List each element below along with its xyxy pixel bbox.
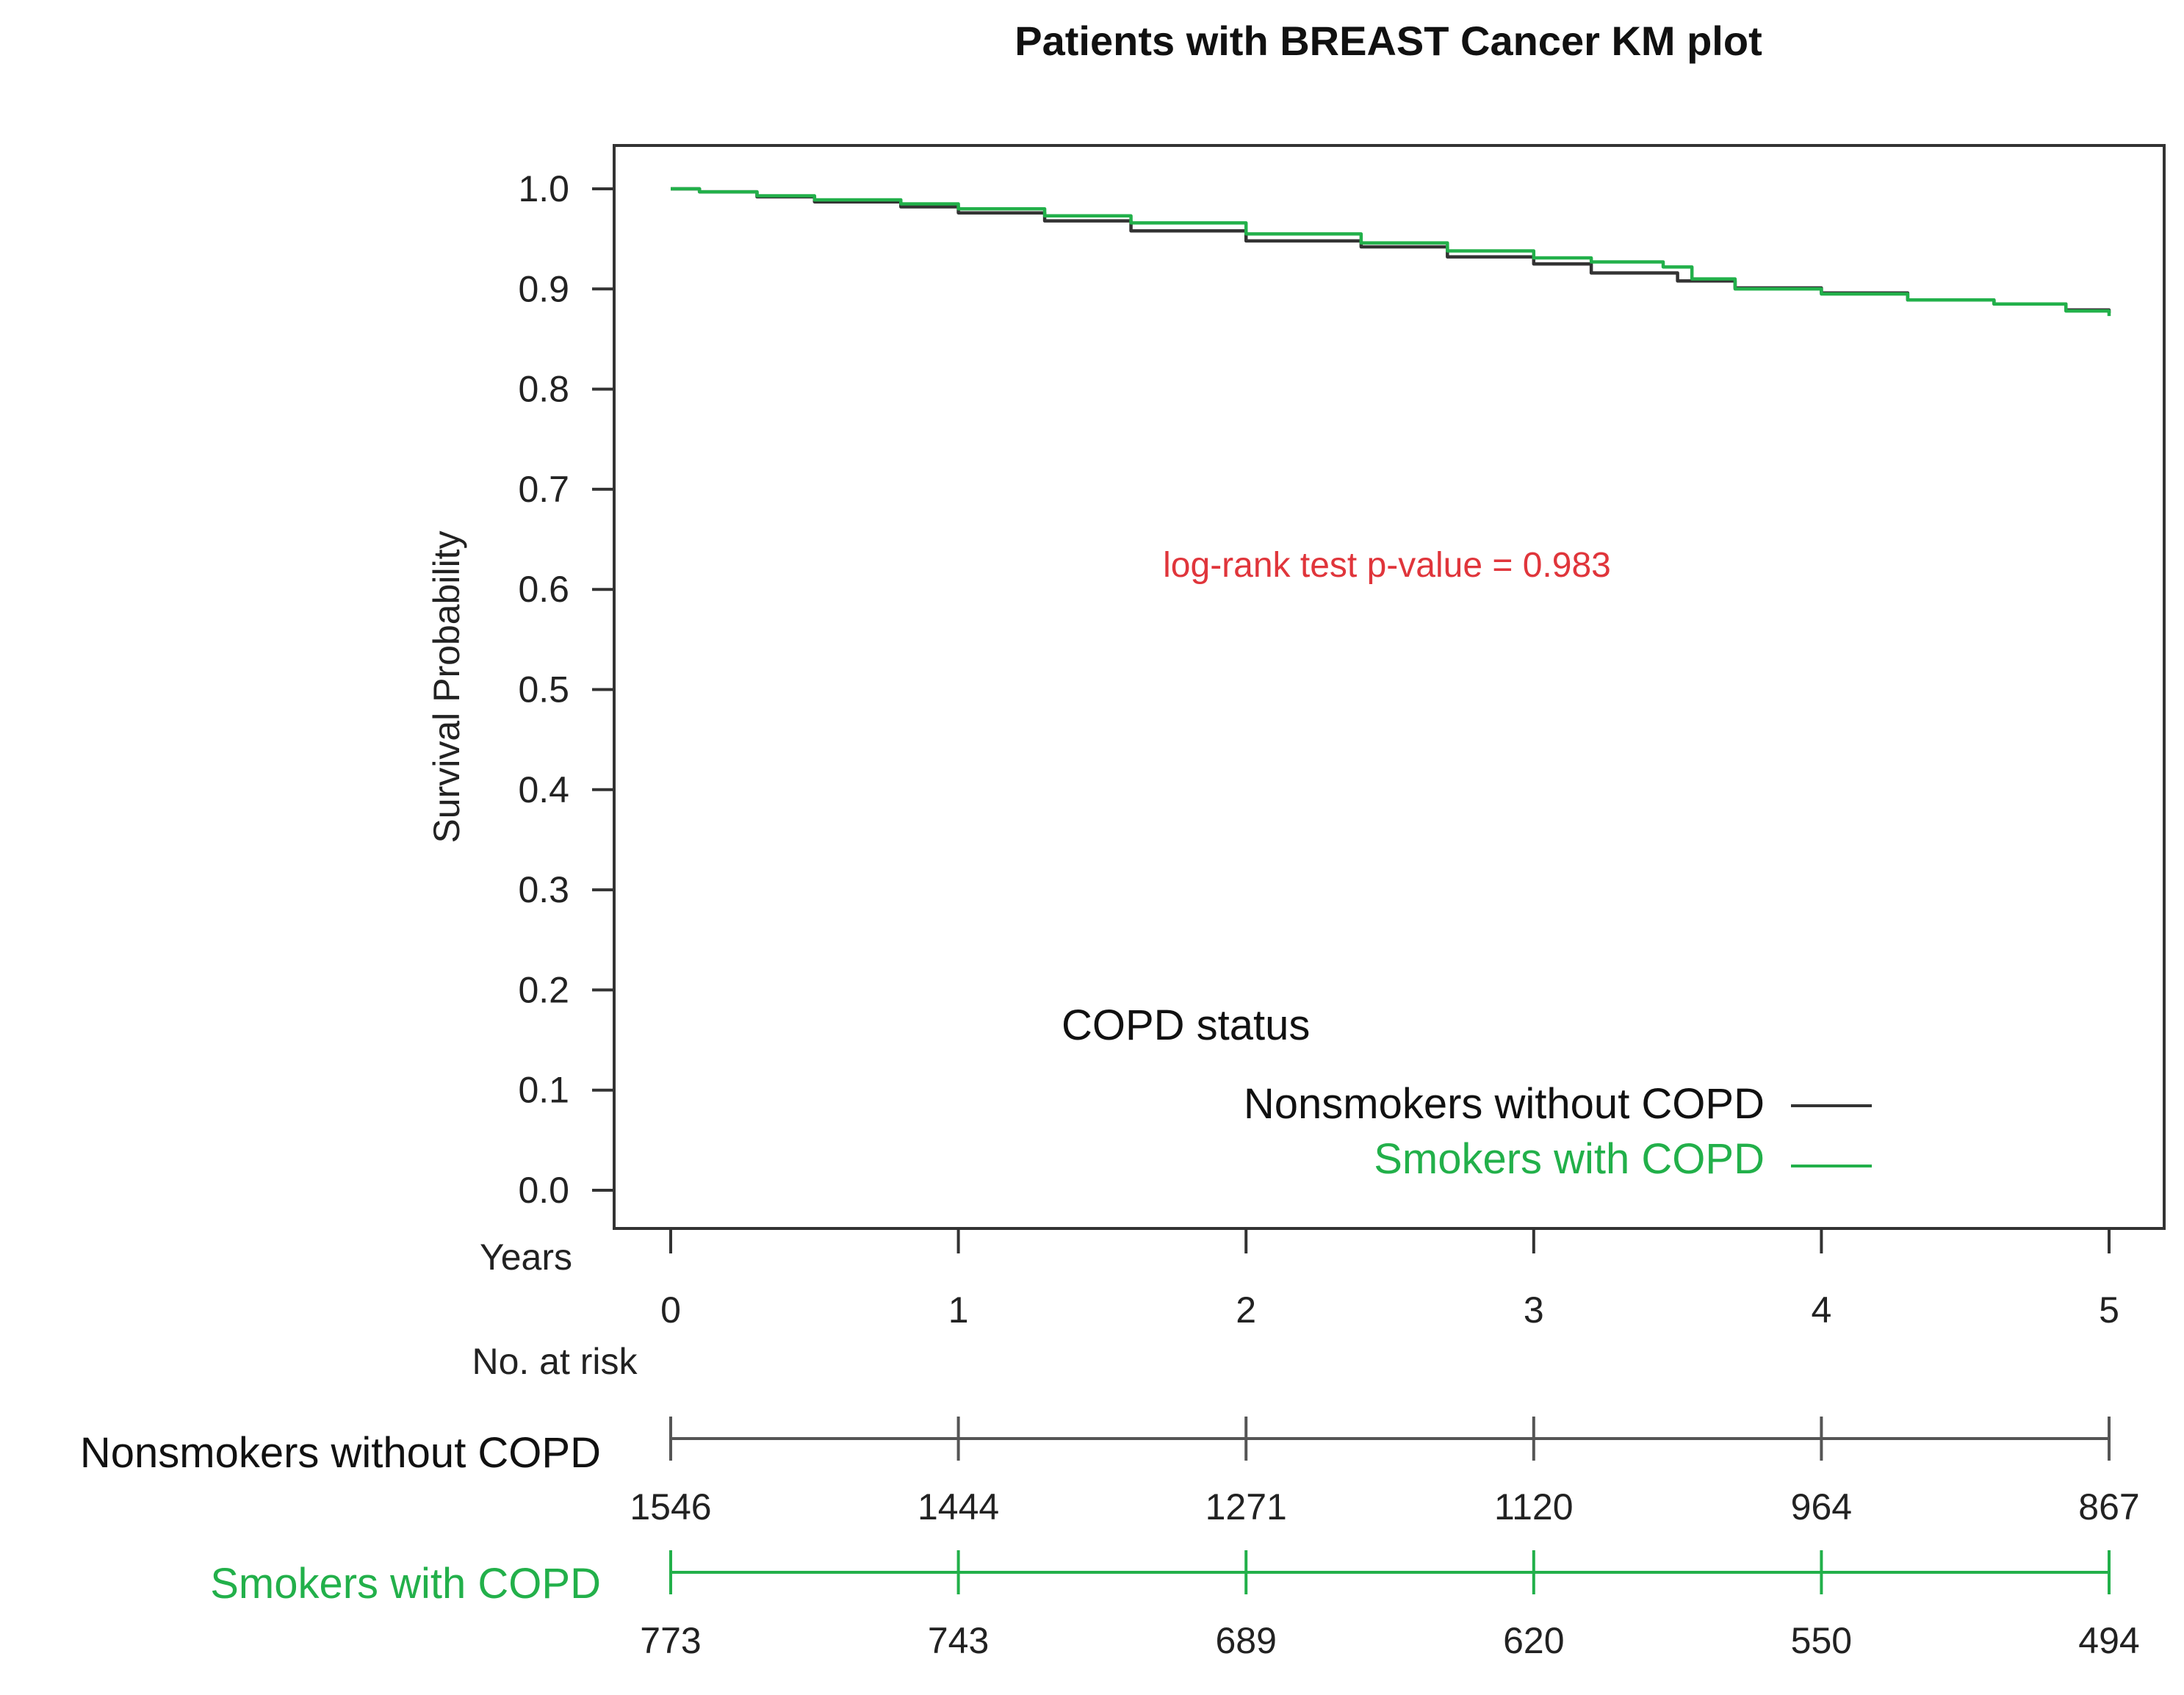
x-tick-label: 4 (1811, 1289, 1831, 1331)
legend-label-nonsmokers: Nonsmokers without COPD (1244, 1080, 1765, 1128)
y-tick-label: 0.4 (518, 769, 569, 810)
risk-count: 550 (1791, 1620, 1852, 1661)
y-tick-label: 0.1 (518, 1070, 569, 1111)
survival-curves (671, 187, 2111, 317)
y-tick-label: 0.5 (518, 669, 569, 710)
x-axis-label: Years (480, 1237, 572, 1278)
risk-row-smokers: Smokers with COPD 773 743 689 620 550 494 (210, 1550, 2140, 1661)
legend-title: COPD status (1062, 1001, 1310, 1049)
y-tick-label: 0.9 (518, 268, 569, 309)
x-ticks: 0 1 2 3 4 5 (660, 1228, 2119, 1331)
pvalue-annotation: log-rank test p-value = 0.983 (1163, 546, 1611, 585)
y-tick-label: 0.7 (518, 469, 569, 510)
risk-count: 964 (1791, 1486, 1852, 1527)
x-tick-label: 3 (1524, 1289, 1544, 1331)
y-tick-label: 0.6 (518, 569, 569, 610)
x-tick-label: 0 (660, 1289, 681, 1331)
risk-row-label-nonsmokers: Nonsmokers without COPD (80, 1429, 601, 1477)
risk-count: 620 (1503, 1620, 1564, 1661)
y-tick-label: 0.8 (518, 369, 569, 410)
y-tick-label: 0.2 (518, 969, 569, 1010)
risk-count: 689 (1215, 1620, 1276, 1661)
risk-table-header: No. at risk (472, 1341, 638, 1382)
legend-label-smokers: Smokers with COPD (1374, 1135, 1765, 1183)
risk-ticks-nonsmokers: 1546 1444 1271 1120 964 867 (630, 1417, 2140, 1527)
risk-row-label-smokers: Smokers with COPD (210, 1560, 601, 1608)
risk-count: 1546 (630, 1486, 711, 1527)
risk-count: 867 (2078, 1486, 2139, 1527)
x-tick-label: 1 (948, 1289, 969, 1331)
risk-count: 1271 (1205, 1486, 1287, 1527)
y-tick-label: 0.3 (518, 869, 569, 910)
y-tick-label: 1.0 (518, 168, 569, 209)
x-tick-label: 5 (2099, 1289, 2119, 1331)
series-line-smokers (671, 187, 2111, 317)
risk-count: 773 (640, 1620, 701, 1661)
risk-count: 743 (928, 1620, 989, 1661)
risk-ticks-smokers: 773 743 689 620 550 494 (640, 1550, 2140, 1661)
legend: COPD status Nonsmokers without COPD Smok… (1062, 1001, 1872, 1183)
plot-frame (613, 144, 2166, 1230)
y-ticks: 0.0 0.1 0.2 0.3 0.4 0.5 0.6 0.7 0.8 0.9 1.0 (518, 168, 614, 1211)
risk-count: 1444 (918, 1486, 999, 1527)
risk-count: 494 (2078, 1620, 2139, 1661)
y-tick-label: 0.0 (518, 1170, 569, 1211)
chart-title: Patients with BREAST Cancer KM plot (1014, 18, 1762, 64)
risk-row-nonsmokers: Nonsmokers without COPD 1546 1444 1271 1120… (80, 1417, 2140, 1527)
x-tick-label: 2 (1236, 1289, 1256, 1331)
risk-count: 1120 (1494, 1486, 1574, 1527)
y-axis-label: Survival Probability (426, 530, 467, 843)
